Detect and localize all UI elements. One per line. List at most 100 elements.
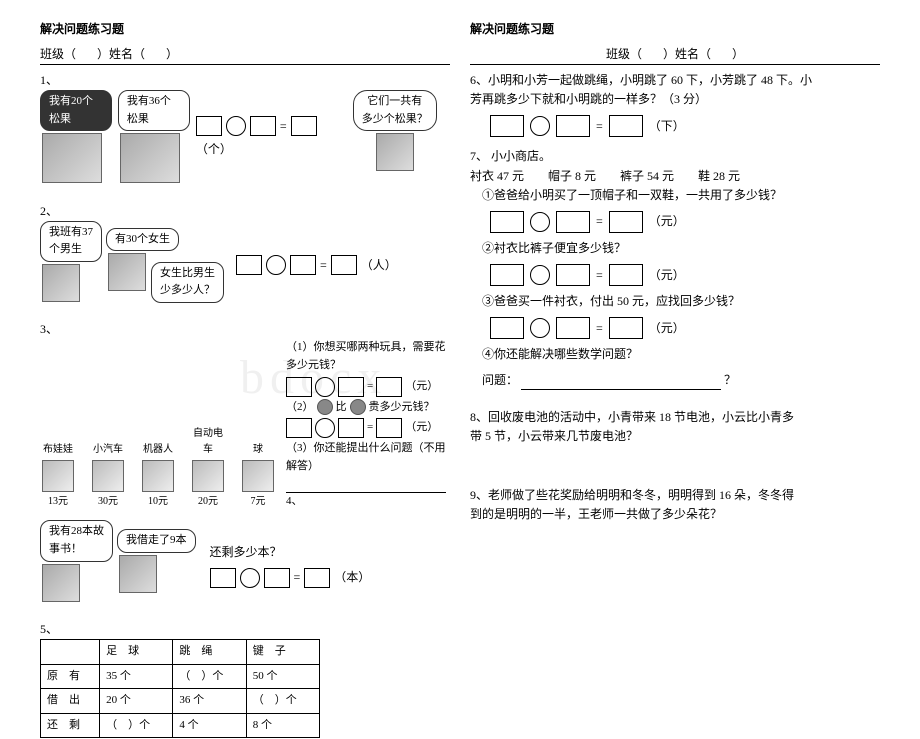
q7p2-b2: [556, 264, 590, 286]
q6-unit: （下）: [649, 117, 685, 136]
q7p3-unit: （元）: [649, 319, 685, 338]
q6-op: [530, 116, 550, 136]
q7p1-unit: （元）: [649, 212, 685, 231]
q1-eq: =: [280, 117, 287, 136]
q3-ball2: [350, 399, 366, 415]
r-class-label: 班级（: [606, 47, 642, 61]
q7-items: 衬衣 47 元 帽子 8 元 裤子 54 元 鞋 28 元: [470, 167, 880, 186]
q1-box1: [196, 116, 222, 136]
q4-pic-b: [119, 555, 157, 593]
q5-h0: [41, 640, 100, 665]
q2-num: 2、: [40, 202, 450, 221]
q7-p4-end: ？: [724, 373, 736, 387]
q7-p2: ②衬衣比裤子便宜多少钱？: [482, 239, 880, 258]
r-class-gap: ）姓名（: [663, 47, 711, 61]
q3p1-unit: （元）: [405, 378, 438, 396]
q6-l2: 芳再跳多少下就和小明跳的一样多？（3 分）: [470, 90, 880, 109]
q3-trail: 4、: [286, 495, 303, 507]
q1-op: [226, 116, 246, 136]
left-column: 解决问题练习题 班级（ ）姓名（ ） 1、 我有20个松果 我有36个松果 =: [30, 20, 460, 719]
q3: 3、 布娃娃13元 小汽车30元 机器人10元 自动电车20元 球7元 （1）你…: [40, 320, 450, 510]
q4-ba2: 事书！: [49, 543, 82, 555]
q9-l2: 到的是明明的一半，王老师一共做了多少朵花？: [470, 505, 880, 524]
q8: 8、回收废电池的活动中，小青带来 18 节电池，小云比小青多 带 5 节，小云带…: [470, 408, 880, 446]
q7p3-b2: [556, 317, 590, 339]
q3-toys: 布娃娃13元 小汽车30元 机器人10元 自动电车20元 球7元: [40, 339, 276, 510]
q6: 6、小明和小芳一起做跳绳，小明跳了 60 下，小芳跳了 48 下。小 芳再跳多少…: [470, 71, 880, 137]
q6-eq: =: [596, 117, 603, 136]
q5-r1c1: 20 个: [100, 689, 173, 714]
q3p1-op: [315, 377, 335, 397]
q3p2-unit: （元）: [405, 419, 438, 437]
toy-1-pic: [92, 460, 124, 492]
q4-bubble-b: 我借走了9本: [117, 529, 196, 553]
q1-bubble-b: 我有36个松果: [118, 90, 190, 131]
q2-eq: =: [320, 256, 327, 275]
q5-r2c2: 4 个: [173, 713, 246, 738]
q7p3-b3: [609, 317, 643, 339]
toy-2-price: 10元: [148, 494, 168, 510]
q1-bubble-a: 我有20个松果: [40, 90, 112, 131]
q2-pic-a: [42, 264, 80, 302]
q3-blank: [286, 479, 446, 493]
q6-b3: [609, 115, 643, 137]
q2-bubble-b: 有30个女生: [106, 228, 179, 252]
toy-1-price: 30元: [98, 494, 118, 510]
toy-2: 机器人10元: [140, 442, 176, 510]
right-title: 解决问题练习题: [470, 20, 880, 37]
toy-4-pic: [242, 460, 274, 492]
q3p2-b3: [376, 418, 402, 438]
q1-bubble-c: 它们一共有 多少个松果？: [353, 90, 437, 131]
q1-box2: [250, 116, 276, 136]
q7-p3: ③爸爸买一件衬衣，付出 50 元，应找回多少钱？: [482, 292, 880, 311]
q4-op: [240, 568, 260, 588]
q1-bc1: 它们一共有: [367, 95, 422, 107]
q2-unit: （人）: [361, 256, 397, 275]
q2-box3: [331, 255, 357, 275]
toy-0-price: 13元: [48, 494, 68, 510]
q5-r1c3: （ ）个: [246, 689, 319, 714]
q7-p4-label: 问题：: [482, 373, 518, 387]
q3-p2a: （2）: [286, 399, 314, 417]
toy-3: 自动电车20元: [190, 426, 226, 510]
q2-bc1: 女生比男生: [160, 267, 215, 279]
q3p1-b2: [338, 377, 364, 397]
q8-l2: 带 5 节，小云带来几节废电池？: [470, 427, 880, 446]
toy-4: 球 7元: [240, 442, 276, 510]
toy-2-pic: [142, 460, 174, 492]
toy-3-name: 自动电车: [190, 426, 226, 458]
q6-b1: [490, 115, 524, 137]
q7p1-b3: [609, 211, 643, 233]
q2-pic-b: [108, 253, 146, 291]
q7p3-b1: [490, 317, 524, 339]
q5-header-row: 足 球 跳 绳 键 子: [41, 640, 320, 665]
left-header-line: 班级（ ）姓名（ ）: [40, 45, 450, 65]
q2-bubble-a: 我班有37 个男生: [40, 221, 102, 262]
q5-h2: 跳 绳: [173, 640, 246, 665]
q1-pic-a: [42, 133, 102, 183]
q2-op: [266, 255, 286, 275]
q6-l1: 6、小明和小芳一起做跳绳，小明跳了 60 下，小芳跳了 48 下。小: [470, 71, 880, 90]
q7-p4-blank: [521, 376, 721, 390]
q2: 2、 我班有37 个男生 有30个女生 女生比男生 少多少人？: [40, 202, 450, 311]
q3-p2mid: 比: [336, 399, 347, 417]
toy-4-price: 7元: [251, 494, 266, 510]
name-end: ）: [166, 47, 178, 61]
q7p3-op: [530, 318, 550, 338]
toy-1: 小汽车30元: [90, 442, 126, 510]
toy-4-name: 球: [253, 442, 263, 458]
q3-ball1: [317, 399, 333, 415]
q2-box2: [290, 255, 316, 275]
q7p1-b2: [556, 211, 590, 233]
q3p1-b3: [376, 377, 402, 397]
q7p1-op: [530, 212, 550, 232]
q7p2-b3: [609, 264, 643, 286]
q3p1-b1: [286, 377, 312, 397]
q5-r0c0: 原 有: [41, 664, 100, 689]
q3-num: 3、: [40, 320, 450, 339]
q4-pic-a: [42, 564, 80, 602]
q2-bc2: 少多少人？: [160, 284, 215, 296]
q8-l1: 8、回收废电池的活动中，小青带来 18 节电池，小云比小青多: [470, 408, 880, 427]
q7p2-unit: （元）: [649, 266, 685, 285]
q2-ba2: 个男生: [49, 243, 82, 255]
